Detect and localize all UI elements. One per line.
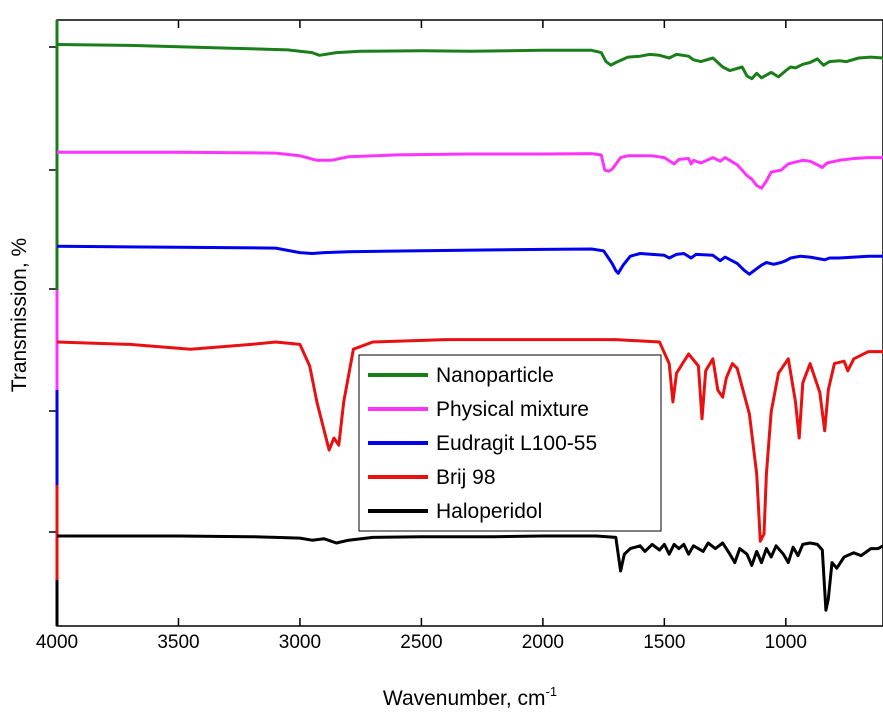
legend-label: Brij 98	[436, 466, 496, 489]
legend-items: Nanoparticle Physical mixture Eudragit L10…	[368, 364, 597, 523]
y-axis-label: Transmission, %	[8, 238, 31, 392]
legend-label: Physical mixture	[436, 398, 589, 421]
x-tick-label: 3500	[157, 632, 199, 653]
x-tick-label: 4000	[36, 632, 78, 653]
legend-label: Eudragit L100-55	[436, 432, 597, 455]
x-tick-label: 1000	[765, 632, 807, 653]
x-tick-label: 3000	[279, 632, 321, 653]
x-axis-label: Wavenumber, cm-1	[383, 684, 557, 710]
x-tick-label: 2000	[522, 632, 564, 653]
series-line-physical-mixture	[57, 150, 883, 190]
series-line-nanoparticle	[56, 43, 883, 81]
legend: Nanoparticle Physical mixture Eudragit L10…	[358, 354, 662, 532]
series-lines	[55, 20, 883, 626]
x-tick-label: 1500	[643, 632, 685, 653]
series-line-brij-98	[56, 338, 883, 543]
series-line-eudragit-l100-55	[56, 244, 883, 276]
legend-label: Nanoparticle	[436, 364, 554, 387]
x-axis-ticks: 4000 3500 3000 2500 2000 1500 1000	[36, 20, 807, 653]
series-line-haloperidol	[57, 534, 883, 612]
legend-label: Haloperidol	[436, 500, 542, 523]
x-tick-label: 2500	[400, 632, 442, 653]
